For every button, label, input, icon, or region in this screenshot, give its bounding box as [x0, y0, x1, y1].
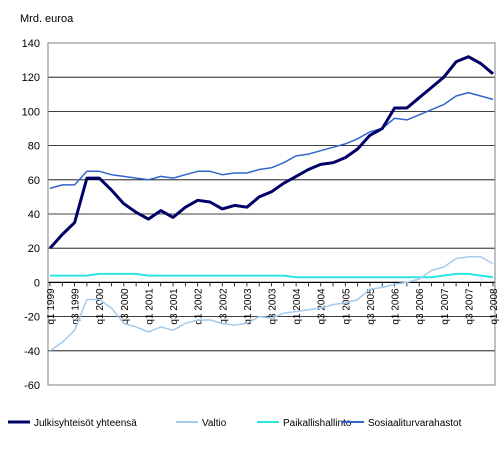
x-tick-label: q3 2007	[464, 288, 475, 325]
y-tick-label: 100	[22, 106, 40, 118]
x-tick-label: q1 1999	[46, 288, 57, 325]
series-line	[49, 256, 494, 352]
legend-label: Paikallishallinto	[283, 418, 352, 429]
y-tick-label: 80	[28, 141, 40, 153]
legend-label: Sosiaaliturvarahastot	[368, 418, 462, 429]
x-tick-label: q1 2001	[144, 288, 155, 325]
y-tick-label: 140	[22, 38, 40, 50]
y-axis: -60 -40 -20 0 20 40 60 80 100 120 140	[22, 38, 40, 392]
x-tick-label: q3 2003	[268, 288, 279, 325]
x-tick-label: q1 2006	[391, 288, 402, 325]
x-tick-label: q3 2005	[366, 288, 377, 325]
x-tick-label: q1 2007	[440, 288, 451, 325]
y-tick-label: 60	[28, 175, 40, 187]
y-tick-label: -20	[24, 312, 40, 324]
x-axis: q1 1999 q3 1999 q1 2000 q3 2000 q1 2001 q3 20…	[46, 282, 500, 325]
legend: Julkisyhteisöt yhteensä Valtio Paikallisha…	[8, 418, 462, 429]
x-tick-label: q3 2001	[169, 288, 180, 325]
y-tick-label: 0	[34, 277, 40, 289]
y-tick-label: 20	[28, 243, 40, 255]
series-lines	[48, 55, 494, 352]
x-tick-label: q1 2008	[489, 288, 500, 325]
x-tick-label: q1 2005	[341, 288, 352, 325]
series-line	[48, 55, 494, 250]
y-tick-label: -60	[24, 380, 40, 392]
x-tick-label: q1 2002	[194, 288, 205, 325]
legend-label: Valtio	[202, 418, 227, 429]
x-tick-label: q1 2000	[95, 288, 106, 325]
x-tick-label: q3 1999	[71, 288, 82, 325]
x-tick-label: q3 2004	[317, 288, 328, 325]
x-tick-label: q3 2006	[415, 288, 426, 325]
y-tick-label: -40	[24, 346, 40, 358]
series-line	[50, 272, 494, 279]
plot-area-border	[47, 42, 496, 386]
x-tick-label: q3 2002	[218, 288, 229, 325]
x-tick-label: q1 2004	[292, 288, 303, 325]
x-tick-label: q3 2000	[120, 288, 131, 325]
legend-label: Julkisyhteisöt yhteensä	[34, 418, 137, 429]
x-tick-label: q1 2003	[243, 288, 254, 325]
series-line	[49, 91, 494, 190]
unit-label: Mrd. euroa	[20, 13, 74, 25]
gridlines	[47, 42, 496, 386]
y-tick-label: 40	[28, 209, 40, 221]
y-tick-label: 120	[22, 72, 40, 84]
